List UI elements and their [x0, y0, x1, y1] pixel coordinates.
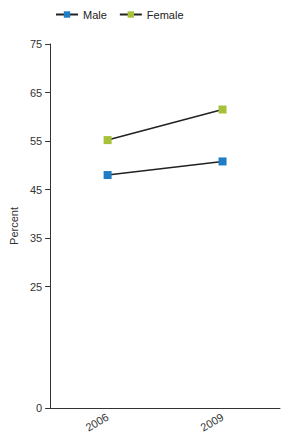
svg-text:Percent: Percent	[8, 207, 20, 245]
svg-text:55: 55	[30, 135, 42, 147]
svg-text:0: 0	[36, 402, 42, 414]
svg-text:75: 75	[30, 38, 42, 50]
svg-text:2009: 2009	[198, 411, 225, 434]
svg-text:Male: Male	[83, 9, 107, 21]
svg-text:2006: 2006	[83, 411, 110, 434]
svg-text:25: 25	[30, 281, 42, 293]
svg-text:Female: Female	[147, 9, 184, 21]
svg-text:45: 45	[30, 184, 42, 196]
svg-text:65: 65	[30, 87, 42, 99]
svg-text:35: 35	[30, 232, 42, 244]
